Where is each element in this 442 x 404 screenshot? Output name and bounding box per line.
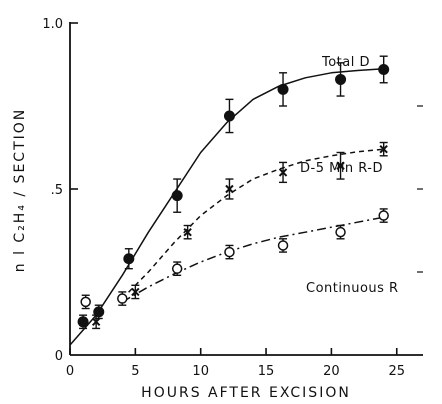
- x-axis-ticks: 0 5 10 15 20 25: [66, 348, 405, 379]
- point-d5minrd: [183, 227, 192, 237]
- point-total-d: [171, 190, 183, 202]
- x-tick-label: 0: [66, 364, 74, 379]
- series-label-continuous-r: Continuous R: [306, 281, 399, 296]
- x-marker-stroke: [379, 144, 388, 154]
- x-marker-stroke: [336, 161, 345, 170]
- point-continuous-r: [117, 293, 128, 304]
- point-total-d: [335, 73, 347, 85]
- point-total-d: [77, 316, 89, 328]
- point-d5minrd: [379, 144, 388, 154]
- x-marker-stroke: [91, 317, 101, 327]
- x-marker-stroke: [131, 287, 140, 297]
- point-total-d: [378, 63, 390, 75]
- series-curve-1: [121, 148, 384, 300]
- series-curve-0: [69, 68, 384, 346]
- point-continuous-r: [224, 246, 235, 258]
- point-continuous-r: [335, 226, 346, 238]
- point-total-d: [277, 83, 289, 95]
- y-tick-label: 0: [55, 349, 63, 364]
- point-d5minrd: [225, 184, 234, 194]
- x-tick-label: 15: [258, 364, 275, 379]
- data-points: [77, 63, 390, 328]
- point-continuous-r: [277, 240, 289, 251]
- point-total-d: [93, 306, 105, 318]
- point-d5minrd: [91, 317, 101, 327]
- x-marker-stroke: [183, 227, 192, 237]
- y-axis-ticks: 0 .5 1.0: [42, 17, 423, 364]
- point-total-d: [223, 110, 235, 122]
- y-axis-title: n l C₂H₄ / SECTION: [12, 108, 28, 273]
- fit-curves: [69, 68, 384, 346]
- x-tick-label: 25: [388, 364, 405, 379]
- point-total-d: [123, 253, 135, 265]
- point-d5minrd: [278, 168, 288, 177]
- point-continuous-r: [80, 296, 91, 308]
- point-d5minrd: [336, 161, 345, 170]
- y-tick-label: .5: [51, 183, 63, 198]
- x-tick-label: 5: [131, 364, 139, 379]
- point-continuous-r: [378, 210, 389, 221]
- x-tick-label: 10: [192, 364, 209, 379]
- series-label-d5minrd: D-5 Min R-D: [300, 161, 383, 176]
- point-d5minrd: [131, 287, 140, 297]
- series-label-total-d: Total D: [321, 55, 370, 70]
- y-tick-label: 1.0: [42, 17, 63, 32]
- point-continuous-r: [171, 263, 183, 274]
- x-tick-label: 20: [323, 364, 340, 379]
- x-marker-stroke: [225, 184, 234, 194]
- x-axis-title: HOURS AFTER EXCISION: [141, 385, 351, 401]
- x-marker-stroke: [278, 168, 288, 177]
